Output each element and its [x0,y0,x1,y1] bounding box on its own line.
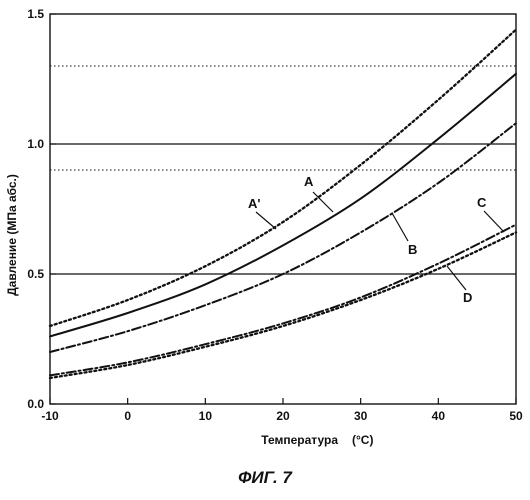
series-labels: A' A B C D [248,174,504,305]
x-axis-unit: (°C) [352,433,373,447]
series-line-4 [50,232,516,378]
figure-caption: ФИГ. 7 [0,468,530,488]
series-leader-0 [256,212,276,229]
y-tick-label-2: 1.0 [27,137,44,151]
x-axis-label: Температура [261,433,338,447]
y-tick-label-1: 0.5 [27,267,44,281]
series-leader-4 [447,266,466,290]
reference-lines [50,66,516,274]
series-label-4: D [463,290,472,305]
tick-marks: -10 0 10 20 30 40 50 0.0 0.5 1.0 1.5 [27,7,523,423]
series-leader-2 [392,213,408,241]
series-label-1: A [304,174,314,189]
x-tick-label-5: 40 [432,409,446,423]
y-axis-label: Давление (МПа абс.) [5,174,19,296]
series-label-2: B [408,242,417,257]
series-line-1 [50,74,516,337]
plot-frame [50,14,516,404]
series-leader-1 [313,192,333,212]
series-label-0: A' [248,196,260,211]
series-line-2 [50,123,516,352]
x-tick-label-6: 50 [509,409,523,423]
y-tick-label-3: 1.5 [27,7,44,21]
x-tick-label-0: -10 [41,409,59,423]
x-tick-label-2: 10 [199,409,213,423]
series-line-0 [50,30,516,326]
x-tick-label-1: 0 [124,409,131,423]
series-lines [50,30,516,378]
y-tick-label-0: 0.0 [27,397,44,411]
x-tick-label-4: 30 [354,409,368,423]
series-leader-3 [484,211,504,232]
x-tick-label-3: 20 [276,409,290,423]
series-line-3 [50,225,516,376]
series-label-3: C [477,195,487,210]
